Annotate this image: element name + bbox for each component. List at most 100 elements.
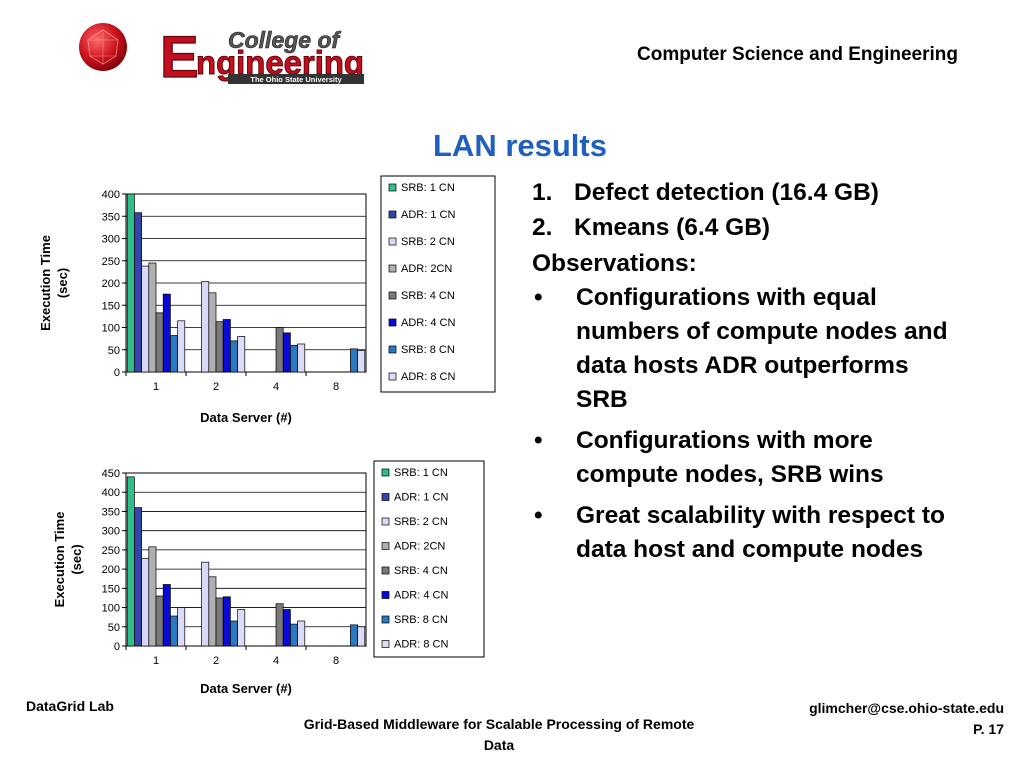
bar: [170, 335, 178, 373]
bar: [357, 350, 366, 373]
page-number: P. 17: [973, 721, 1004, 737]
bullet-text: Configurations with equal numbers of com…: [576, 283, 948, 414]
legend-swatch: [381, 517, 390, 526]
x-tick-label: 1: [153, 381, 159, 393]
y-tick-label: 200: [102, 278, 120, 290]
bullet-item: • Configurations with equal numbers of c…: [532, 281, 952, 417]
bullet-text: Great scalability with respect to data h…: [576, 502, 945, 564]
y-tick-label: 300: [102, 526, 120, 538]
talk-title: Grid-Based Middleware for Scalable Proce…: [303, 716, 695, 753]
legend-label: ADR: 8 CN: [394, 639, 448, 651]
department-name: Computer Science and Engineering: [637, 44, 958, 65]
legend-label: ADR: 1 CN: [394, 492, 448, 504]
bar: [126, 193, 135, 373]
bullet-icon: •: [534, 502, 543, 530]
bar: [162, 584, 171, 647]
legend-label: SRB: 2 CN: [394, 516, 448, 528]
y-tick-label: 400: [102, 189, 120, 201]
legend-label: SRB: 4 CN: [394, 565, 448, 577]
x-axis-title: Data Server (#): [200, 681, 292, 696]
bar: [134, 212, 142, 373]
bar: [141, 557, 150, 647]
legend-box: [373, 460, 485, 658]
legend-swatch: [388, 318, 397, 327]
bar: [237, 609, 246, 647]
bullet-item: • Configurations with more compute nodes…: [532, 424, 952, 492]
y-tick-label: 300: [102, 234, 120, 246]
y-tick-label: 50: [108, 345, 120, 357]
defect-detection-chart: 0 50 100 150 200 250 300 350 400 1 2 4 8 Data Server …: [38, 175, 496, 425]
bar: [201, 281, 210, 373]
bar: [290, 623, 298, 647]
email-address: glimcher@cse.ohio-state.edu: [809, 700, 1004, 716]
x-tick-label: 4: [273, 655, 279, 667]
bar: [215, 321, 224, 373]
y-tick-label: 150: [102, 583, 120, 595]
slide-content: 1. Defect detection (16.4 GB) 2. Kmeans …: [532, 176, 952, 568]
y-axis-title-line: (sec): [55, 268, 70, 298]
bar: [215, 597, 224, 647]
legend-label: SRB: 2 CN: [401, 236, 455, 248]
y-tick-label: 250: [102, 545, 120, 557]
y-tick-label: 100: [102, 323, 120, 335]
legend-swatch: [388, 183, 397, 192]
legend-swatch: [381, 493, 390, 501]
bar: [297, 343, 306, 373]
y-axis-title-line: Execution Time: [38, 235, 53, 331]
bar: [222, 596, 231, 647]
bar: [177, 320, 186, 373]
bar: [275, 603, 284, 647]
legend-swatch: [388, 345, 397, 354]
bar: [357, 626, 366, 647]
observations-label: Observations:: [532, 249, 697, 277]
x-tick-label: 4: [273, 381, 279, 393]
legend-label: SRB: 8 CN: [394, 614, 448, 626]
y-tick-label: 400: [102, 487, 120, 499]
footer-contact: glimcher@cse.ohio-state.edu P. 17: [809, 698, 1004, 740]
legend-swatch: [381, 468, 390, 477]
legend-label: SRB: 8 CN: [401, 344, 455, 356]
x-tick-label: 2: [213, 655, 219, 667]
legend-swatch: [381, 542, 390, 550]
legend-swatch: [388, 237, 397, 246]
bullet-text: Configurations with more compute nodes, …: [576, 427, 884, 489]
legend-label: ADR: 2CN: [401, 263, 452, 275]
x-axis-title: Data Server (#): [200, 410, 292, 425]
bar: [237, 336, 246, 373]
bar: [282, 332, 291, 373]
bar: [350, 624, 358, 647]
y-tick-label: 0: [114, 367, 120, 379]
bar: [208, 576, 217, 647]
svg-text:College of: College of: [228, 27, 342, 53]
university-seal-logo: [79, 23, 127, 71]
bar: [350, 348, 358, 373]
bar: [177, 607, 186, 647]
bar: [126, 476, 135, 647]
legend-label: ADR: 8 CN: [401, 371, 455, 383]
y-tick-label: 50: [108, 622, 120, 634]
legend-swatch: [381, 591, 390, 599]
bar: [134, 507, 142, 647]
x-tick-label: 1: [153, 655, 159, 667]
item-text: Defect detection (16.4 GB): [574, 179, 879, 206]
bar: [297, 620, 306, 647]
kmeans-chart: 0 50 100 150 200 250 300 350 400 450 1 2 4 8 Data Serv…: [52, 460, 485, 696]
y-axis-title: Execution Time (sec): [38, 235, 70, 331]
bar: [282, 609, 291, 647]
y-tick-label: 200: [102, 564, 120, 576]
y-tick-label: 350: [102, 506, 120, 518]
bar: [230, 620, 238, 647]
y-tick-label: 0: [114, 641, 120, 653]
item-text: Kmeans (6.4 GB): [574, 214, 771, 242]
x-tick-label: 2: [213, 381, 219, 393]
numbered-item: 2. Kmeans (6.4 GB): [532, 211, 952, 245]
y-tick-label: 450: [102, 468, 120, 480]
legend-swatch: [388, 210, 397, 219]
bar: [170, 615, 178, 647]
legend-swatch: [388, 372, 397, 381]
bar: [230, 340, 238, 373]
x-tick-label: 8: [333, 655, 339, 667]
x-tick-label: 8: [333, 381, 339, 393]
y-axis-title: Execution Time (sec): [52, 512, 84, 608]
bar: [222, 319, 231, 373]
